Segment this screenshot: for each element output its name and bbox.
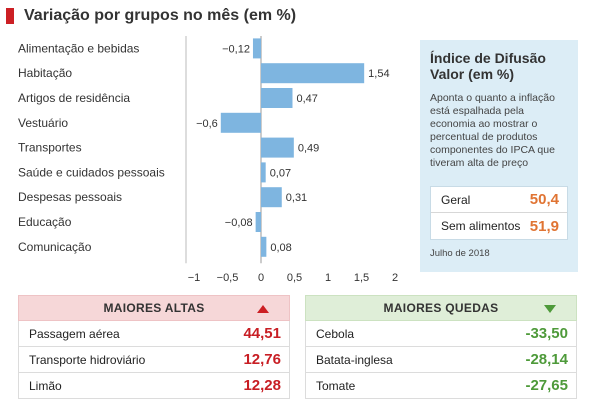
data-label: 0,47: [296, 93, 317, 105]
category-label: Artigos de residência: [18, 91, 130, 105]
category-label: Educação: [18, 215, 72, 229]
item-label: Limão: [29, 378, 62, 393]
highs-title: MAIORES ALTAS: [103, 301, 205, 315]
x-tick-label: 2: [392, 272, 398, 284]
bar-chart: Alimentação e bebidas −0,12 Habitação 1,54 A…: [18, 36, 398, 284]
item-value: 12,28: [243, 377, 281, 394]
list-item: Batata-inglesa -28,14: [305, 347, 577, 373]
chart-title: Variação por grupos no mês (em %): [24, 7, 297, 24]
item-label: Cebola: [316, 326, 355, 341]
category-label: Saúde e cuidados pessoais: [18, 165, 165, 179]
bar: [220, 112, 261, 133]
list-item: Tomate -27,65: [305, 373, 577, 399]
item-label: Transporte hidroviário: [29, 352, 146, 367]
category-label: Transportes: [18, 141, 82, 155]
category-label: Comunicação: [18, 240, 92, 254]
highs-header: MAIORES ALTAS: [18, 295, 290, 321]
diffusion-index-description: Aponta o quanto a inflação está espalhad…: [430, 92, 555, 169]
bar: [261, 187, 282, 208]
x-tick-label: 0,5: [287, 272, 302, 284]
data-label: −0,08: [225, 217, 253, 229]
item-label: Batata-inglesa: [316, 352, 393, 367]
diffusion-index-title: Índice de Difusão Valor (em %): [430, 50, 546, 82]
list-item: Transporte hidroviário 12,76: [18, 347, 290, 373]
diffusion-row-value: 50,4: [529, 191, 559, 208]
diffusion-row-label: Geral: [441, 192, 471, 207]
list-item: Limão 12,28: [18, 373, 290, 399]
bar: [261, 162, 266, 183]
x-tick-label: −0,5: [217, 272, 239, 284]
bar: [261, 88, 293, 108]
category-label: Despesas pessoais: [18, 190, 122, 204]
diffusion-index-table: Geral 50,4 Sem alimentos 51,9: [430, 186, 568, 240]
data-label: 0,07: [270, 167, 291, 179]
item-value: -27,65: [525, 377, 568, 394]
data-label: −0,6: [196, 118, 218, 130]
diffusion-row-geral: Geral 50,4: [431, 187, 567, 213]
x-tick-label: 1,5: [354, 272, 369, 284]
diffusion-row-label: Sem alimentos: [441, 219, 521, 233]
chart-title-bar: Variação por grupos no mês (em %): [6, 6, 296, 26]
item-value: -28,14: [525, 351, 568, 368]
bar: [252, 38, 261, 59]
title-marker: [6, 8, 14, 24]
lows-title: MAIORES QUEDAS: [383, 301, 499, 315]
x-tick-label: 0: [258, 272, 264, 284]
item-label: Passagem aérea: [29, 326, 120, 341]
list-item: Passagem aérea 44,51: [18, 321, 290, 347]
bar: [261, 236, 267, 257]
diffusion-row-sem-alimentos: Sem alimentos 51,9: [431, 213, 567, 239]
triangle-down-icon: [544, 305, 556, 313]
lows-header: MAIORES QUEDAS: [305, 295, 577, 321]
data-label: 0,49: [298, 143, 319, 155]
data-label: −0,12: [222, 43, 250, 55]
data-label: 0,31: [286, 192, 307, 204]
diffusion-index-date: Julho de 2018: [430, 248, 490, 259]
diffusion-row-value: 51,9: [529, 217, 559, 235]
item-value: 44,51: [243, 325, 281, 342]
data-label: 1,54: [368, 68, 389, 80]
bar: [261, 137, 294, 158]
list-item: Cebola -33,50: [305, 321, 577, 347]
data-label: 0,08: [270, 242, 291, 254]
category-label: Alimentação e bebidas: [18, 41, 139, 55]
lows-panel: MAIORES QUEDAS Cebola -33,50 Batata-ingl…: [305, 295, 577, 399]
item-value: -33,50: [525, 325, 568, 342]
highs-panel: MAIORES ALTAS Passagem aérea 44,51 Trans…: [18, 295, 290, 399]
triangle-up-icon: [257, 305, 269, 313]
item-label: Tomate: [316, 378, 356, 393]
bar: [261, 63, 365, 84]
x-tick-label: 1: [325, 272, 331, 284]
diffusion-index-box: Índice de Difusão Valor (em %) Aponta o …: [420, 40, 578, 272]
x-tick-label: −1: [188, 272, 201, 284]
category-label: Habitação: [18, 66, 72, 80]
category-label: Vestuário: [18, 116, 68, 130]
item-value: 12,76: [243, 351, 281, 368]
bar: [255, 212, 261, 232]
